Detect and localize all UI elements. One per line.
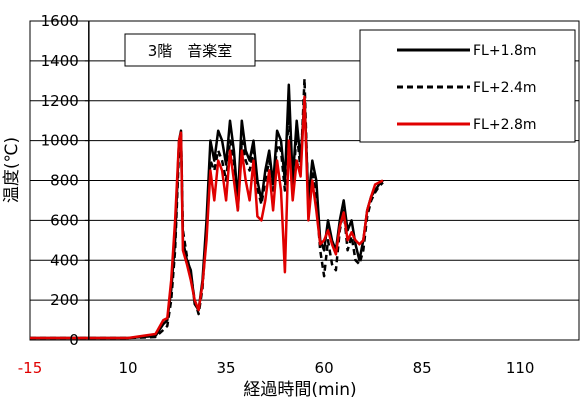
y-tick-label-8: 1600 — [41, 12, 79, 30]
x-tick-labels: -15 10 35 60 85 110 — [18, 359, 535, 377]
y-tick-label-4: 800 — [50, 172, 79, 190]
x-tick-label-1: 10 — [118, 359, 137, 377]
y-tick-label-6: 1200 — [41, 92, 79, 110]
y-tick-labels: 0 200 400 600 800 1000 1200 1400 1600 — [41, 12, 89, 349]
y-tick-label-1: 200 — [50, 291, 79, 309]
x-tick-label-4: 85 — [413, 359, 432, 377]
y-tick-label-5: 1000 — [41, 132, 79, 150]
annotation-box — [124, 33, 256, 67]
y-axis-title: 温度(℃) — [2, 137, 22, 203]
x-tick-label-0: -15 — [18, 359, 43, 377]
x-axis-title: 経過時間(min) — [243, 380, 356, 400]
x-tick-label-3: 60 — [315, 359, 334, 377]
y-tick-label-2: 400 — [50, 251, 79, 269]
x-tick-label-2: 35 — [217, 359, 236, 377]
legend: FL+1.8m FL+2.4m FL+2.8m — [359, 29, 576, 143]
y-tick-label-7: 1400 — [41, 52, 79, 70]
chart-annotation: 3階 音楽室 — [148, 42, 233, 60]
legend-label-2: FL+2.8m — [473, 117, 537, 133]
y-tick-label-3: 600 — [50, 211, 79, 229]
legend-label-1: FL+2.4m — [473, 80, 537, 96]
legend-label-0: FL+1.8m — [473, 43, 537, 59]
x-tick-label-5: 110 — [506, 359, 535, 377]
series-line-FL+2.8m — [30, 95, 384, 340]
y-tick-label-0: 0 — [69, 331, 79, 349]
series-lines — [30, 77, 384, 340]
